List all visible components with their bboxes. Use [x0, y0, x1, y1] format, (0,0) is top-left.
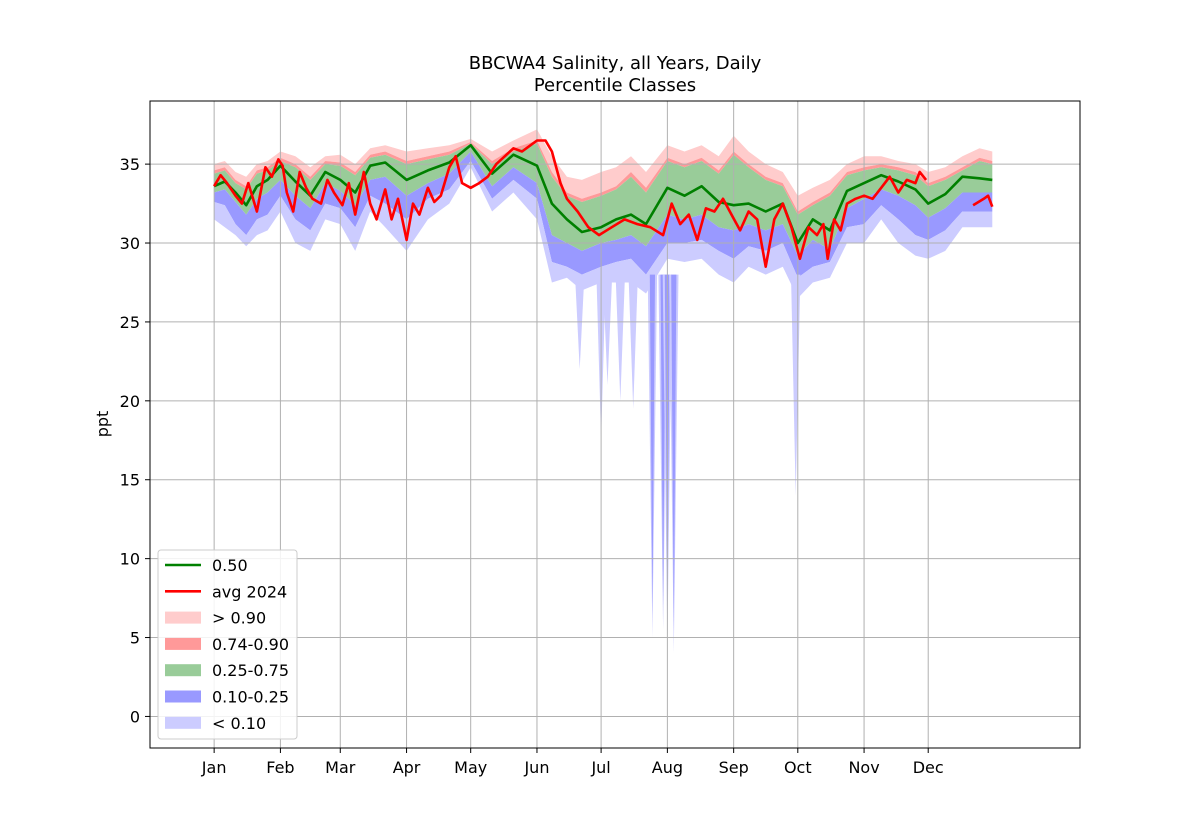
legend-label: 0.74-0.90: [212, 635, 289, 654]
y-axis-label: ppt: [93, 411, 112, 438]
spike-10-25: [671, 274, 677, 630]
x-tick-label: Sep: [719, 758, 749, 777]
legend-patch-swatch: [165, 637, 201, 650]
legend-label: < 0.10: [212, 714, 266, 733]
spike-below-10: [615, 274, 625, 401]
y-tick-label: 30: [120, 234, 140, 253]
legend-label: 0.50: [212, 556, 248, 575]
legend-patch-swatch: [165, 716, 201, 729]
x-tick-label: Dec: [913, 758, 944, 777]
legend-patch-swatch: [165, 611, 201, 624]
spike-below-10: [791, 274, 801, 496]
band-below-10: [214, 161, 993, 299]
legend-label: > 0.90: [212, 609, 266, 628]
y-axis-ticks: 0 5 10 15 20 25 30 35: [120, 155, 150, 726]
x-axis-ticks: Jan Feb Mar Apr May Jun Jul Aug Sep Oct Nov Dec: [201, 748, 944, 777]
y-tick-label: 35: [120, 155, 140, 174]
chart-title: BBCWA4 Salinity, all Years, Daily: [469, 53, 762, 74]
spike-10-25: [649, 274, 655, 614]
spike-below-10: [628, 274, 638, 409]
y-tick-label: 20: [120, 392, 140, 411]
y-tick-label: 25: [120, 313, 140, 332]
legend-label: 0.25-0.75: [212, 661, 289, 680]
x-tick-label: Jul: [590, 758, 610, 777]
x-tick-label: Nov: [848, 758, 879, 777]
x-tick-label: Jun: [523, 758, 549, 777]
spike-below-10: [602, 274, 613, 385]
x-tick-label: May: [454, 758, 487, 777]
percentile-bands: [214, 129, 993, 654]
legend: 0.50 avg 2024 > 0.90 0.74-0.90 0.25-0.75 0.10…: [157, 549, 298, 740]
y-tick-label: 0: [130, 707, 140, 726]
x-tick-label: Jan: [201, 758, 227, 777]
y-tick-label: 5: [130, 629, 140, 648]
legend-label: avg 2024: [212, 582, 287, 601]
legend-label: 0.10-0.25: [212, 688, 289, 707]
band-10-25: [214, 151, 993, 278]
plot-frame: [149, 100, 1081, 749]
legend-patch-swatch: [165, 690, 201, 703]
x-tick-label: Mar: [325, 758, 356, 777]
y-tick-label: 15: [120, 471, 140, 490]
x-tick-label: Oct: [784, 758, 812, 777]
legend-patch-swatch: [165, 664, 201, 677]
avg-2024-line: [212, 139, 994, 268]
x-tick-label: Apr: [393, 758, 421, 777]
x-tick-label: Feb: [266, 758, 294, 777]
series-lines: [212, 139, 994, 268]
chart-subtitle: Percentile Classes: [534, 75, 696, 96]
x-tick-label: Aug: [652, 758, 683, 777]
y-tick-label: 10: [120, 550, 140, 569]
